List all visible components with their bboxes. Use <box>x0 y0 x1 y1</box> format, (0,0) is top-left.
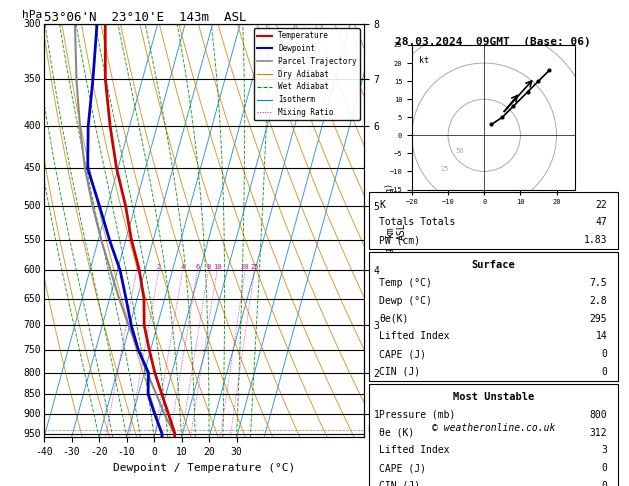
Text: 450: 450 <box>23 163 41 174</box>
Text: 28.03.2024  09GMT  (Base: 06): 28.03.2024 09GMT (Base: 06) <box>396 37 591 47</box>
Text: θe(K): θe(K) <box>379 313 409 324</box>
Text: 295: 295 <box>589 313 607 324</box>
Text: 950: 950 <box>23 429 41 439</box>
Text: 0: 0 <box>601 349 607 359</box>
Text: Temp (°C): Temp (°C) <box>379 278 432 288</box>
Text: 6: 6 <box>196 264 199 271</box>
Text: 2.8: 2.8 <box>589 296 607 306</box>
Text: 20: 20 <box>241 264 250 271</box>
Text: 800: 800 <box>23 367 41 378</box>
Text: 14: 14 <box>596 331 607 341</box>
Text: 500: 500 <box>23 201 41 211</box>
Text: 8: 8 <box>206 264 211 271</box>
Text: K: K <box>379 200 385 209</box>
Text: 600: 600 <box>23 265 41 276</box>
Text: Pressure (mb): Pressure (mb) <box>379 410 456 420</box>
Text: 312: 312 <box>589 428 607 438</box>
Text: CAPE (J): CAPE (J) <box>379 463 426 473</box>
FancyBboxPatch shape <box>369 252 618 381</box>
Text: CAPE (J): CAPE (J) <box>379 349 426 359</box>
Text: 550: 550 <box>23 235 41 244</box>
Text: CIN (J): CIN (J) <box>379 367 420 377</box>
Text: 2: 2 <box>157 264 161 271</box>
Text: 53°06'N  23°10'E  143m  ASL: 53°06'N 23°10'E 143m ASL <box>44 11 247 24</box>
Legend: Temperature, Dewpoint, Parcel Trajectory, Dry Adiabat, Wet Adiabat, Isotherm, Mi: Temperature, Dewpoint, Parcel Trajectory… <box>254 28 360 120</box>
Text: Mixing Ratio (g/kg): Mixing Ratio (g/kg) <box>385 183 394 278</box>
Text: 22: 22 <box>596 200 607 209</box>
Text: 700: 700 <box>23 320 41 330</box>
Text: 750: 750 <box>23 345 41 355</box>
Text: θe (K): θe (K) <box>379 428 415 438</box>
Text: 300: 300 <box>23 19 41 29</box>
Text: 650: 650 <box>23 294 41 304</box>
FancyBboxPatch shape <box>369 191 618 249</box>
Text: 0: 0 <box>601 481 607 486</box>
Text: 10: 10 <box>213 264 221 271</box>
Text: 7.5: 7.5 <box>589 278 607 288</box>
Text: 1.83: 1.83 <box>584 235 607 245</box>
Text: PW (cm): PW (cm) <box>379 235 420 245</box>
Text: Lifted Index: Lifted Index <box>379 331 450 341</box>
Text: hPa: hPa <box>21 10 42 20</box>
Text: Surface: Surface <box>471 260 515 270</box>
Text: © weatheronline.co.uk: © weatheronline.co.uk <box>431 423 555 434</box>
Text: Lifted Index: Lifted Index <box>379 445 450 455</box>
Text: 1: 1 <box>135 264 138 271</box>
Text: Totals Totals: Totals Totals <box>379 217 456 227</box>
Text: Most Unstable: Most Unstable <box>453 392 534 402</box>
X-axis label: Dewpoint / Temperature (°C): Dewpoint / Temperature (°C) <box>113 463 295 473</box>
FancyBboxPatch shape <box>369 384 618 486</box>
Text: 25: 25 <box>250 264 259 271</box>
Text: Dewp (°C): Dewp (°C) <box>379 296 432 306</box>
Text: 400: 400 <box>23 122 41 132</box>
Text: 900: 900 <box>23 410 41 419</box>
Text: 4: 4 <box>181 264 185 271</box>
Text: CIN (J): CIN (J) <box>379 481 420 486</box>
Text: 800: 800 <box>589 410 607 420</box>
Text: 0: 0 <box>601 463 607 473</box>
Text: 47: 47 <box>596 217 607 227</box>
Text: 350: 350 <box>23 74 41 84</box>
Text: 0: 0 <box>601 367 607 377</box>
Text: LCL: LCL <box>367 425 382 434</box>
Text: 850: 850 <box>23 389 41 399</box>
Text: 3: 3 <box>601 445 607 455</box>
Y-axis label: km
ASL: km ASL <box>385 222 406 240</box>
